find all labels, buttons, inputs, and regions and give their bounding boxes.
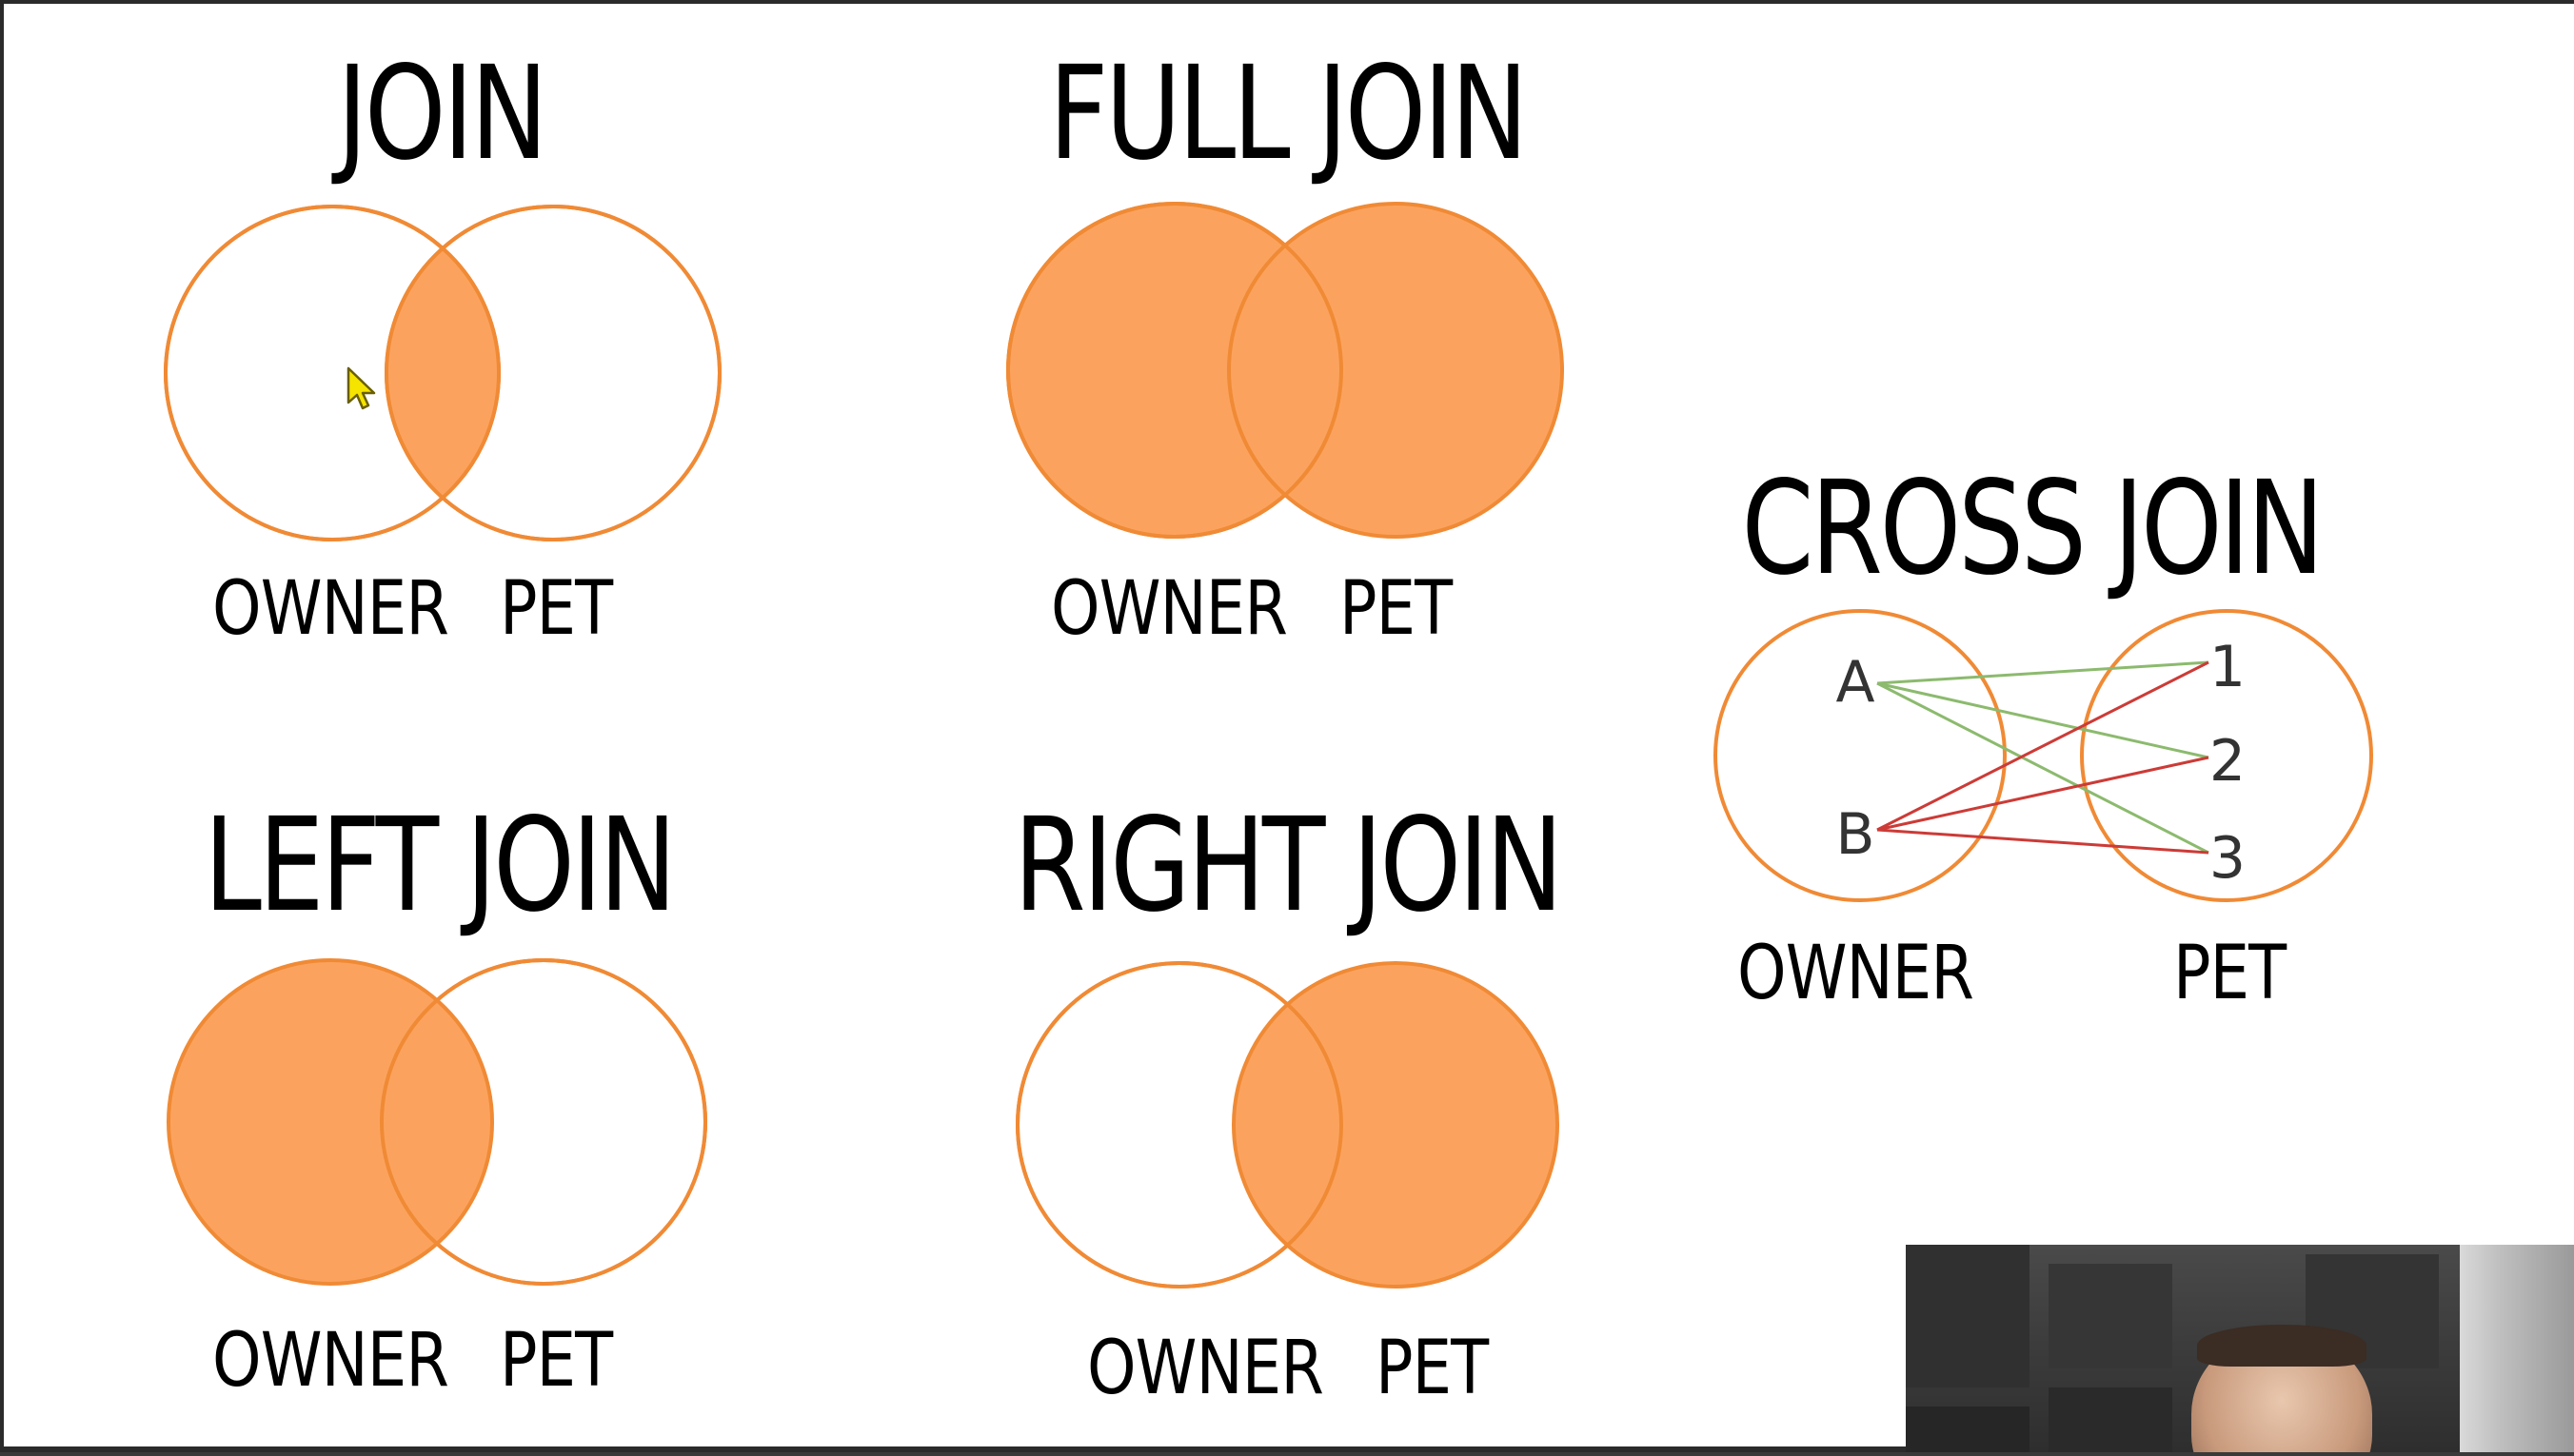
cross-join-pet-label: PET: [2173, 929, 2287, 1015]
presenter-webcam: [1906, 1245, 2574, 1452]
owner-node-a: A: [1835, 649, 1874, 716]
right-join-pet-label: PET: [1376, 1324, 1490, 1410]
full-join-owner-outline: [1006, 202, 1343, 539]
join-pet-label: PET: [500, 564, 614, 651]
join-pet-outline: [385, 205, 722, 541]
full-join-pet-circle: [1227, 202, 1564, 539]
join-panel: JOIN OWNER PET: [164, 39, 722, 651]
pet-node-2: 2: [2209, 728, 2246, 795]
right-join-owner-label: OWNER: [1087, 1324, 1323, 1410]
full-join-panel: FULL JOIN OWNER PET: [1006, 39, 1564, 651]
full-join-owner-label: OWNER: [1051, 564, 1287, 651]
cross-join-owner-label: OWNER: [1737, 929, 1973, 1015]
left-join-pet-label: PET: [500, 1316, 614, 1403]
cross-join-pet-circle: [2080, 609, 2373, 902]
full-join-title: FULL JOIN: [1049, 39, 1525, 189]
edge-b-1: [1876, 660, 2209, 832]
left-join-owner-label: OWNER: [212, 1316, 448, 1403]
edge-b-3: [1876, 828, 2209, 855]
edge-a-3: [1876, 681, 2209, 855]
join-owner-outline: [164, 205, 501, 541]
acoustic-panel: [2049, 1387, 2172, 1452]
cross-join-title: CROSS JOIN: [1741, 454, 2321, 604]
edge-b-2: [1876, 756, 2209, 832]
pet-node-1: 1: [2209, 634, 2246, 700]
left-join-title: LEFT JOIN: [204, 791, 673, 941]
cross-join-edges: [1876, 660, 2209, 855]
join-intersection: [386, 207, 499, 540]
presenter-hair: [2197, 1325, 2366, 1367]
left-join-owner-circle: [167, 958, 494, 1286]
acoustic-panel: [1906, 1245, 2030, 1387]
right-join-owner-outline: [1016, 961, 1343, 1289]
left-join-panel: LEFT JOIN OWNER PET: [167, 791, 707, 1403]
right-join-panel: RIGHT JOIN OWNER PET: [1014, 791, 1563, 1410]
join-owner-label: OWNER: [212, 564, 448, 651]
right-join-pet-circle: [1232, 961, 1559, 1289]
join-diagram: JOIN OWNER PET FULL JOIN OWNER PET LEFT …: [164, 39, 2373, 1410]
cross-join-panel: CROSS JOIN A B 1 2 3 OWNER PET: [1713, 454, 2373, 1015]
edge-a-2: [1876, 681, 2209, 759]
cross-join-owner-circle: [1713, 609, 2007, 902]
acoustic-panel: [2049, 1264, 2172, 1368]
pet-node-3: 3: [2209, 825, 2246, 892]
full-join-pet-label: PET: [1339, 564, 1454, 651]
edge-a-1: [1876, 660, 2209, 685]
owner-node-b: B: [1835, 801, 1874, 868]
acoustic-panel: [1906, 1407, 2030, 1452]
left-join-pet-outline: [380, 958, 707, 1286]
mouse-pointer-icon: [346, 366, 376, 410]
join-title: JOIN: [331, 39, 545, 189]
right-join-title: RIGHT JOIN: [1014, 791, 1560, 941]
door-frame: [2460, 1245, 2574, 1452]
